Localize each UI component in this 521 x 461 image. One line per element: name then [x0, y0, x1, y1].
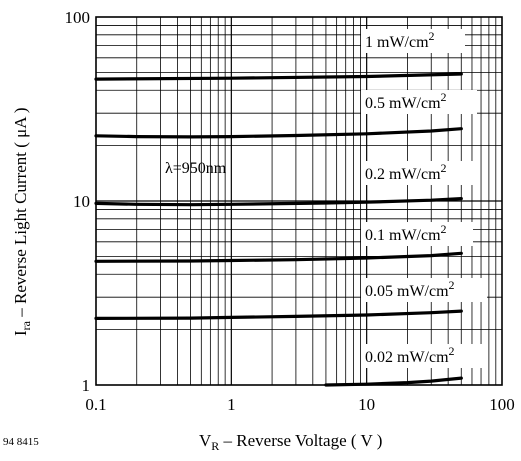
series-line-1	[94, 127, 463, 139]
series-label-1: 0.5 mW/cm2	[365, 90, 447, 112]
wavelength-annotation: λ=950nm	[165, 160, 227, 177]
series-label-superscript: 2	[449, 344, 455, 358]
series-label-background	[361, 278, 487, 302]
figure-id: 94 8415	[3, 436, 39, 448]
series-label-superscript: 2	[441, 222, 447, 236]
series-label-5: 0.02 mW/cm2	[365, 344, 455, 366]
y-axis-title-rest: – Reverse Light Current ( μA )	[11, 107, 30, 321]
data-curves	[94, 72, 463, 387]
series-line-0	[94, 72, 463, 81]
x-axis-title: VR – Reverse Voltage ( V )	[199, 431, 382, 453]
x-tick-label: 10	[358, 395, 375, 414]
series-label-background	[361, 222, 473, 246]
series-label-superscript: 2	[441, 161, 447, 175]
series-label-superscript: 2	[449, 278, 455, 292]
x-tick-label: 100	[489, 395, 515, 414]
x-axis-title-rest: – Reverse Voltage ( V )	[219, 431, 382, 450]
y-tick-label: 100	[65, 8, 91, 27]
series-label-4: 0.05 mW/cm2	[365, 278, 455, 300]
series-label-text: 1 mW/cm	[365, 34, 429, 51]
x-axis-title-subscript: R	[211, 439, 219, 453]
x-tick-label: 0.1	[85, 395, 106, 414]
series-label-superscript: 2	[441, 90, 447, 104]
series-label-text: 0.2 mW/cm	[365, 166, 441, 183]
y-axis-title-main: I	[11, 330, 30, 336]
series-label-text: 0.1 mW/cm	[365, 227, 441, 244]
series-line-5	[324, 376, 463, 387]
series-label-background	[361, 90, 477, 114]
series-label-text: 0.05 mW/cm	[365, 283, 449, 300]
y-axis-title: Ira – Reverse Light Current ( μA )	[11, 107, 33, 336]
series-label-0: 1 mW/cm2	[365, 29, 435, 51]
x-tick-label: 1	[227, 395, 236, 414]
series-label-background	[361, 29, 465, 53]
x-axis-title-main: V	[199, 431, 212, 450]
series-label-background	[361, 344, 487, 368]
plot-frame	[95, 16, 503, 386]
series-line-4	[94, 309, 463, 320]
series-label-background	[361, 161, 473, 185]
y-tick-label: 10	[73, 192, 90, 211]
series-label-2: 0.2 mW/cm2	[365, 161, 447, 183]
series-label-text: 0.02 mW/cm	[365, 349, 449, 366]
series-line-3	[94, 251, 463, 263]
y-tick-label: 1	[82, 376, 91, 395]
series-label-3: 0.1 mW/cm2	[365, 222, 447, 244]
y-axis-title-subscript: ra	[19, 320, 33, 330]
series-label-superscript: 2	[429, 29, 435, 43]
series-line-2	[94, 197, 463, 207]
series-label-text: 0.5 mW/cm	[365, 95, 441, 112]
